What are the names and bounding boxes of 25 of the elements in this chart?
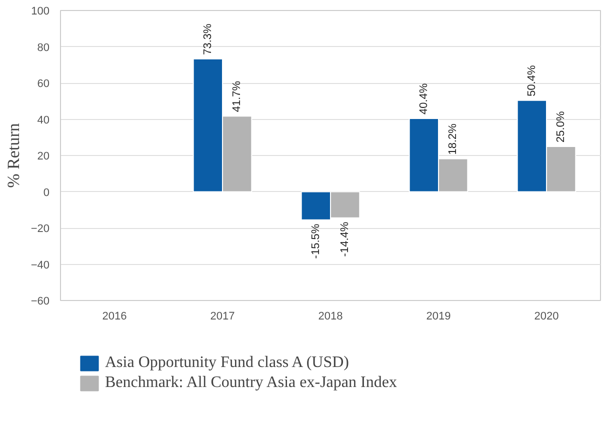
- x-tick-label: 2018: [318, 310, 343, 322]
- data-label: 25.0%: [555, 111, 568, 142]
- x-tick-label: 2020: [534, 310, 559, 322]
- data-label: 50.4%: [526, 64, 538, 96]
- legend-label: Asia Opportunity Fund class A (USD): [105, 354, 349, 372]
- x-tick-label: 2019: [426, 310, 451, 322]
- data-label: -15.5%: [310, 224, 322, 259]
- y-tick-label: −20: [30, 223, 50, 235]
- x-tick-label: 2017: [210, 310, 235, 322]
- y-tick-label: −40: [30, 259, 50, 272]
- data-label: 73.3%: [202, 23, 214, 55]
- data-label: 40.4%: [418, 83, 430, 115]
- y-axis-title: % Return: [4, 122, 23, 188]
- y-tick-label: 0: [43, 186, 50, 199]
- y-tick-label: −60: [30, 296, 50, 308]
- data-label: -14.4%: [339, 222, 352, 257]
- y-tick-label: 40: [37, 114, 50, 126]
- y-tick-label: 60: [37, 78, 50, 90]
- data-label: 41.7%: [231, 80, 244, 112]
- data-label: 18.2%: [447, 123, 460, 155]
- y-tick-label: 100: [31, 6, 50, 18]
- legend-label: Benchmark: All Country Asia ex-Japan Index: [105, 374, 397, 392]
- x-tick-label: 2016: [102, 310, 127, 322]
- y-tick-label: 80: [37, 42, 50, 54]
- y-tick-label: 20: [37, 150, 50, 162]
